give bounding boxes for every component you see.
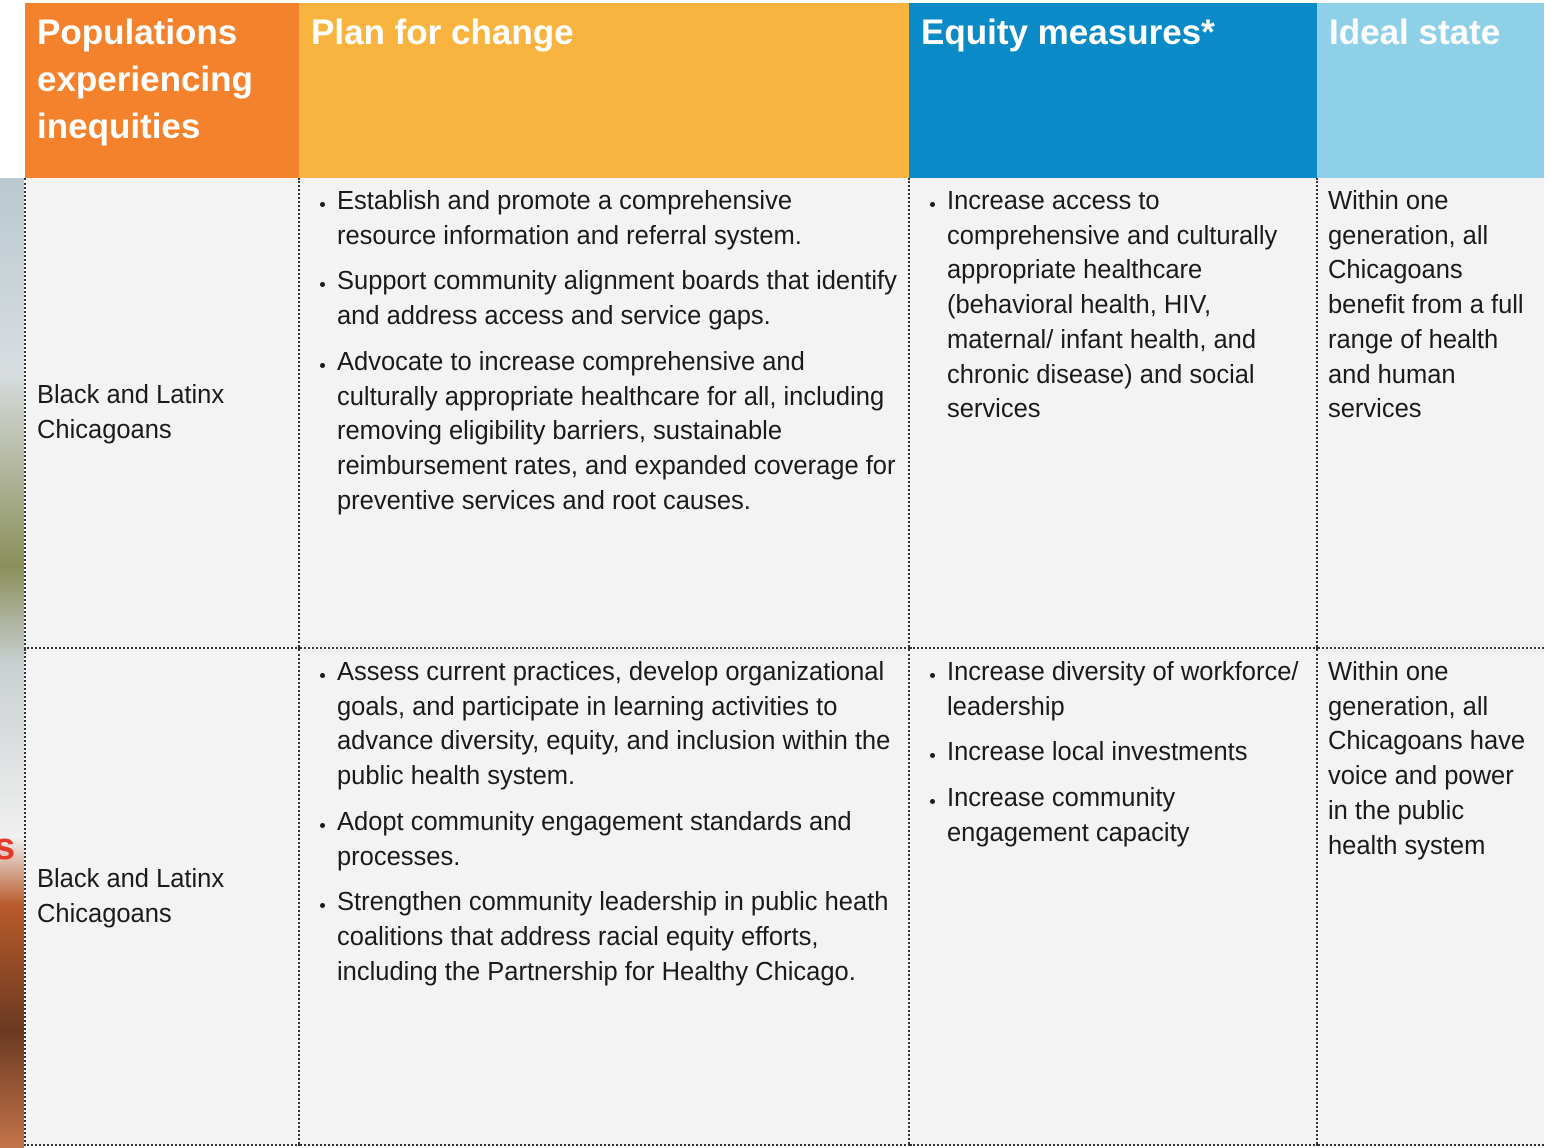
measures-item: Increase community engagement capacity xyxy=(947,781,1306,850)
plan-list: Assess current practices, develop organi… xyxy=(310,655,898,989)
measures-list: Increase diversity of workforce/ leaders… xyxy=(920,655,1306,851)
measures-list: Increase access to comprehensive and cul… xyxy=(920,184,1306,427)
population-cell: Black and Latinx Chicagoans xyxy=(24,178,299,649)
measures-cell: Increase diversity of workforce/ leaders… xyxy=(908,648,1317,1146)
plan-item: Adopt community engagement standards and… xyxy=(337,805,898,874)
plan-list: Establish and promote a comprehensive re… xyxy=(310,184,898,518)
table-row: Black and Latinx Chicagoans Assess curren… xyxy=(24,648,1544,1146)
header-cell: Ideal state xyxy=(1317,3,1544,178)
header-cell: Equity measures* xyxy=(909,3,1317,178)
ideal-cell: Within one generation, all Chicagoans be… xyxy=(1316,178,1544,649)
measures-item: Increase access to comprehensive and cul… xyxy=(947,184,1306,427)
population-cell: Black and Latinx Chicagoans xyxy=(24,648,299,1146)
header-cell: Populations experiencing inequities xyxy=(25,3,299,178)
header-cell: Plan for change xyxy=(299,3,909,178)
ideal-cell: Within one generation, all Chicagoans ha… xyxy=(1316,648,1544,1146)
measures-item: Increase diversity of workforce/ leaders… xyxy=(947,655,1306,724)
photo-strip xyxy=(0,178,24,1148)
side-fragment: s xyxy=(0,826,16,868)
measures-item: Increase local investments xyxy=(947,735,1306,770)
table-body: Black and Latinx Chicagoans Establish and… xyxy=(24,178,1544,1146)
header-row: Populations experiencing inequities Plan… xyxy=(25,3,1544,178)
table-row: Black and Latinx Chicagoans Establish and… xyxy=(24,178,1544,649)
equity-table: Populations experiencing inequities Plan… xyxy=(24,3,1544,1146)
plan-item: Establish and promote a comprehensive re… xyxy=(337,184,898,253)
plan-item: Advocate to increase comprehensive and c… xyxy=(337,345,898,519)
plan-item: Support community alignment boards that … xyxy=(337,264,898,333)
plan-item: Assess current practices, develop organi… xyxy=(337,655,898,794)
plan-item: Strengthen community leadership in publi… xyxy=(337,885,898,989)
plan-cell: Establish and promote a comprehensive re… xyxy=(298,178,909,649)
measures-cell: Increase access to comprehensive and cul… xyxy=(908,178,1317,649)
plan-cell: Assess current practices, develop organi… xyxy=(298,648,909,1146)
